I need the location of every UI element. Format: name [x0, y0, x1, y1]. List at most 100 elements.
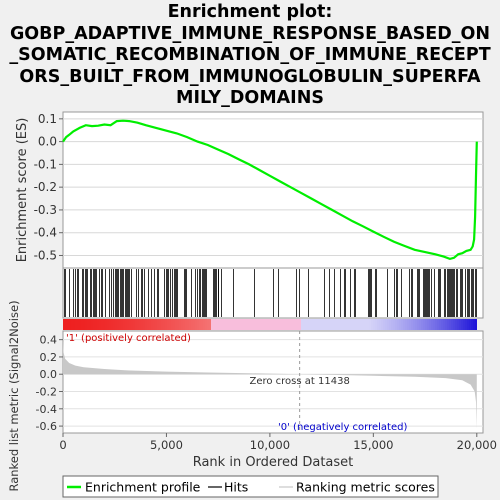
color-bar-segment [315, 319, 317, 330]
color-bar-segment [159, 319, 161, 330]
color-bar-segment [343, 319, 345, 330]
rank-color-bar [63, 319, 477, 330]
color-bar-segment [119, 319, 121, 330]
color-bar-segment [307, 319, 309, 330]
color-bar-segment [361, 319, 363, 330]
metric-y-axis: 0.4 0.2 0.0 -0.2 -0.4 -0.6 [36, 334, 63, 433]
color-bar-segment [303, 319, 305, 330]
color-bar-segment [465, 319, 467, 330]
color-bar-segment [393, 319, 395, 330]
color-bar-segment [93, 319, 95, 330]
color-bar-segment [471, 319, 473, 330]
color-bar-segment [191, 319, 193, 330]
color-bar-segment [423, 319, 425, 330]
color-bar-segment [305, 319, 307, 330]
color-bar-segment [353, 319, 355, 330]
color-bar-segment [365, 319, 367, 330]
color-bar-segment [433, 319, 435, 330]
color-bar-segment [227, 319, 229, 330]
color-bar-segment [71, 319, 73, 330]
color-bar-segment [405, 319, 407, 330]
color-bar-segment [101, 319, 103, 330]
color-bar-segment [347, 319, 349, 330]
color-bar-segment [75, 319, 77, 330]
color-bar-segment [255, 319, 257, 330]
color-bar-segment [251, 319, 253, 330]
metric-y-tick-label: -0.6 [36, 420, 57, 433]
color-bar-segment [327, 319, 329, 330]
color-bar-segment [349, 319, 351, 330]
color-bar-segment [383, 319, 385, 330]
chart-title: Enrichment plot: GOBP_ADAPTIVE_IMMUNE_RES… [0, 2, 500, 110]
color-bar-segment [311, 319, 313, 330]
metric-y-tick-label: -0.4 [36, 403, 57, 416]
color-bar-segment [417, 319, 419, 330]
color-bar-segment [163, 319, 165, 330]
es-y-tick-label: -0.3 [34, 203, 57, 217]
color-bar-segment [235, 319, 237, 330]
color-bar-segment [83, 319, 85, 330]
color-bar-segment [175, 319, 177, 330]
color-bar-segment [181, 319, 183, 330]
color-bar-segment [337, 319, 339, 330]
color-bar-segment [211, 319, 213, 330]
color-bar-segment [323, 319, 325, 330]
color-bar-segment [441, 319, 443, 330]
color-bar-segment [253, 319, 255, 330]
color-bar-segment [167, 319, 169, 330]
color-bar-segment [411, 319, 413, 330]
color-bar-segment [213, 319, 215, 330]
color-bar-segment [219, 319, 221, 330]
color-bar-segment [157, 319, 159, 330]
color-bar-segment [449, 319, 451, 330]
metric-panel-frame [62, 330, 484, 434]
color-bar-segment [243, 319, 245, 330]
color-bar-segment [421, 319, 423, 330]
color-bar-segment [427, 319, 429, 330]
color-bar-segment [177, 319, 179, 330]
title-line: MILY_DOMAINS [176, 88, 324, 108]
es-panel-frame [62, 111, 484, 269]
color-bar-segment [257, 319, 259, 330]
color-bar-segment [369, 319, 371, 330]
color-bar-segment [107, 319, 109, 330]
color-bar-segment [293, 319, 295, 330]
color-bar-segment [97, 319, 99, 330]
color-bar-segment [271, 319, 273, 330]
color-bar-segment [379, 319, 381, 330]
title-line: Enrichment plot: [167, 2, 333, 22]
color-bar-segment [183, 319, 185, 330]
color-bar-segment [295, 319, 297, 330]
color-bar-segment [319, 319, 321, 330]
color-bar-segment [273, 319, 275, 330]
color-bar-segment [437, 319, 439, 330]
color-bar-segment [193, 319, 195, 330]
metric-grid [63, 339, 483, 427]
color-bar-segment [249, 319, 251, 330]
x-tick-label: 15,000 [353, 438, 393, 452]
color-bar-segment [81, 319, 83, 330]
color-bar-segment [435, 319, 437, 330]
color-bar-segment [381, 319, 383, 330]
color-bar-segment [145, 319, 147, 330]
color-bar-segment [443, 319, 445, 330]
color-bar-segment [283, 319, 285, 330]
color-bar-segment [109, 319, 111, 330]
x-axis-label: Rank in Ordered Dataset [193, 455, 354, 470]
hits-panel-frame [62, 267, 484, 319]
color-bar-segment [265, 319, 267, 330]
color-bar-segment [85, 319, 87, 330]
x-tick-label: 0 [59, 438, 66, 452]
color-bar-segment [297, 319, 299, 330]
color-bar-segment [469, 319, 471, 330]
color-bar-segment [289, 319, 291, 330]
es-grid [63, 118, 483, 256]
es-y-tick-label: -0.1 [34, 157, 57, 171]
color-bar-segment [429, 319, 431, 330]
color-bar-segment [69, 319, 71, 330]
color-bar-segment [277, 319, 279, 330]
color-bar-segment [103, 319, 105, 330]
metric-y-tick-label: 0.2 [40, 351, 58, 364]
color-bar-segment [457, 319, 459, 330]
